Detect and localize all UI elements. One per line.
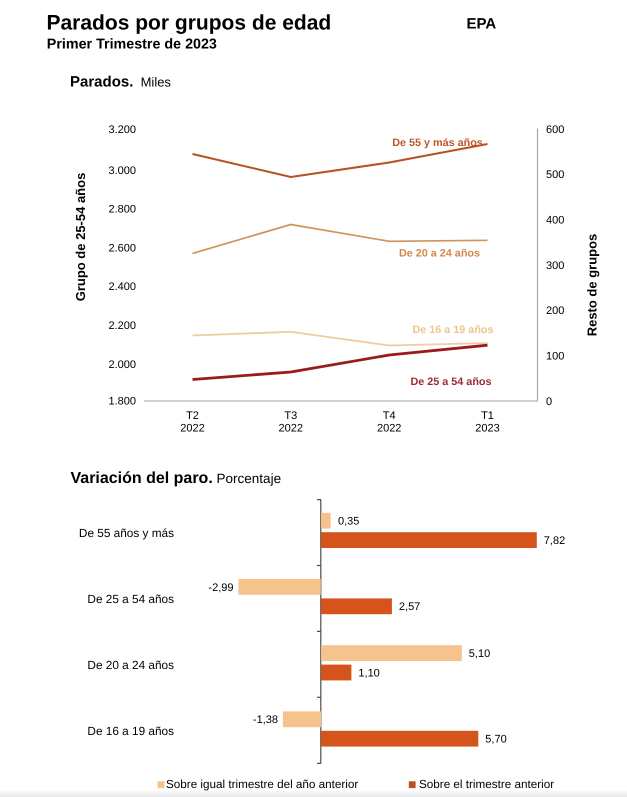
- svg-text:2.600: 2.600: [108, 242, 136, 254]
- svg-text:500: 500: [546, 169, 564, 181]
- svg-text:Primer Trimestre de 2023: Primer Trimestre de 2023: [47, 37, 217, 53]
- svg-text:3.000: 3.000: [108, 165, 136, 177]
- svg-text:2022: 2022: [279, 423, 303, 435]
- svg-text:De 25 a 54 años: De 25 a 54 años: [410, 376, 491, 388]
- svg-text:600: 600: [546, 124, 564, 136]
- svg-text:400: 400: [546, 214, 564, 226]
- svg-text:2022: 2022: [180, 423, 204, 435]
- svg-text:Variación del paro. Porcentaje: Variación del paro. Porcentaje: [71, 470, 282, 487]
- svg-text:Sobre igual trimestre del año: Sobre igual trimestre del año anterior: [166, 778, 358, 791]
- svg-text:De 16 a 19 años: De 16 a 19 años: [412, 324, 493, 336]
- svg-text:T4: T4: [383, 410, 396, 422]
- svg-text:2022: 2022: [377, 423, 401, 435]
- svg-text:0,35: 0,35: [338, 516, 359, 528]
- svg-text:-2,99: -2,99: [208, 582, 233, 594]
- svg-text:2.800: 2.800: [108, 204, 136, 216]
- svg-text:2,57: 2,57: [399, 601, 420, 613]
- svg-text:De 16 a 19 años: De 16 a 19 años: [87, 724, 174, 738]
- svg-text:De 20 a 24 años: De 20 a 24 años: [87, 658, 174, 672]
- svg-text:Grupo de 25-54 años: Grupo de 25-54 años: [73, 173, 88, 302]
- svg-text:T3: T3: [284, 410, 297, 422]
- svg-text:T1: T1: [481, 410, 494, 422]
- svg-text:1,10: 1,10: [358, 667, 379, 679]
- svg-text:2.000: 2.000: [108, 359, 136, 371]
- svg-text:De 55 años y más: De 55 años y más: [79, 526, 174, 540]
- svg-text:200: 200: [546, 305, 564, 317]
- svg-text:T2: T2: [186, 410, 199, 422]
- svg-text:2.200: 2.200: [108, 320, 136, 332]
- svg-text:5,10: 5,10: [469, 648, 490, 660]
- svg-text:EPA: EPA: [467, 16, 497, 33]
- svg-text:2.400: 2.400: [108, 281, 136, 293]
- svg-text:De 55 y más años: De 55 y más años: [392, 137, 483, 149]
- svg-text:3.200: 3.200: [108, 124, 136, 136]
- svg-text:100: 100: [546, 351, 564, 363]
- svg-text:1.800: 1.800: [108, 396, 136, 408]
- svg-text:Sobre el trimestre anterior: Sobre el trimestre anterior: [419, 778, 554, 791]
- svg-text:300: 300: [546, 260, 564, 272]
- svg-text:De 20 a 24 años: De 20 a 24 años: [399, 248, 480, 260]
- svg-text:Parados por grupos de edad: Parados por grupos de edad: [47, 12, 332, 35]
- svg-text:7,82: 7,82: [544, 535, 565, 547]
- svg-text:-1,38: -1,38: [253, 714, 278, 726]
- svg-text:0: 0: [546, 396, 552, 408]
- svg-text:De 25 a 54 años: De 25 a 54 años: [87, 592, 174, 606]
- svg-text:Parados. Miles: Parados. Miles: [70, 74, 171, 91]
- svg-text:Resto de grupos: Resto de grupos: [585, 234, 600, 337]
- svg-text:2023: 2023: [475, 423, 499, 435]
- svg-text:5,70: 5,70: [485, 734, 506, 746]
